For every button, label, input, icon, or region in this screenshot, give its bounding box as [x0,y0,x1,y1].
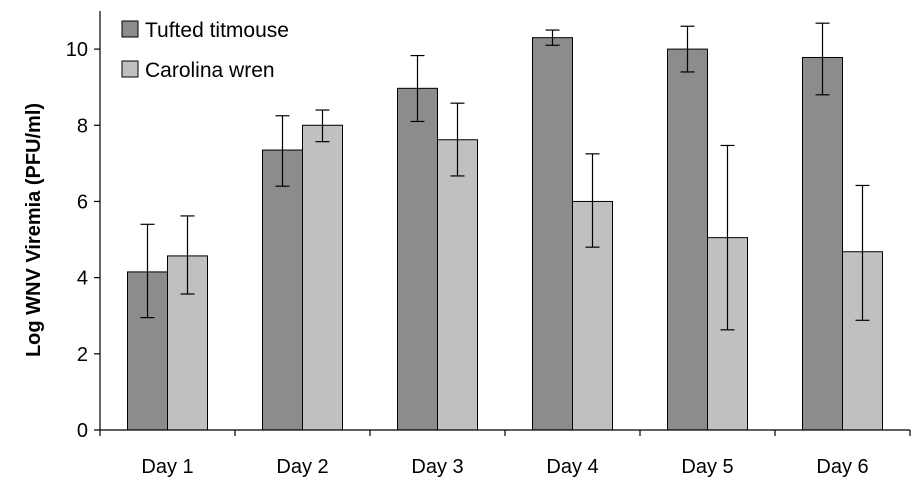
legend-label-1: Tufted titmouse [145,19,289,42]
bar-series1-6 [802,56,843,431]
bar-series2-3 [437,139,478,431]
bar-series1-2 [262,149,303,431]
legend: Tufted titmouse Carolina wren [121,19,289,82]
error-bars-group [140,22,870,331]
x-tick-label-1: Day 1 [141,456,193,478]
y-tick-label-0: 0 [77,420,88,442]
bar-series1-3 [397,87,438,431]
y-tick-label-6: 6 [77,191,88,213]
y-tick-label-4: 4 [77,268,88,290]
x-tick-label-5: Day 5 [681,456,733,478]
bar-series1-5 [667,48,708,431]
y-tick-label-8: 8 [77,115,88,137]
bar-series2-2 [302,124,343,431]
legend-swatch-1 [121,20,139,38]
bar-series1-4 [532,37,573,431]
legend-label-2: Carolina wren [145,59,275,82]
bars-group [127,37,883,431]
axes-group: 0 2 4 6 8 10 Day 1 Day 2 Day 3 Day 4 Day 5 Day 6 [66,11,911,478]
x-tick-label-6: Day 6 [816,456,868,478]
y-axis-label: Log WNV Viremia (PFU/ml) [23,103,45,357]
x-tick-label-3: Day 3 [411,456,463,478]
y-tick-label-10: 10 [66,39,88,61]
x-tick-label-2: Day 2 [276,456,328,478]
x-tick-label-4: Day 4 [546,456,598,478]
y-tick-label-2: 2 [77,344,88,366]
legend-swatch-2 [121,60,139,78]
